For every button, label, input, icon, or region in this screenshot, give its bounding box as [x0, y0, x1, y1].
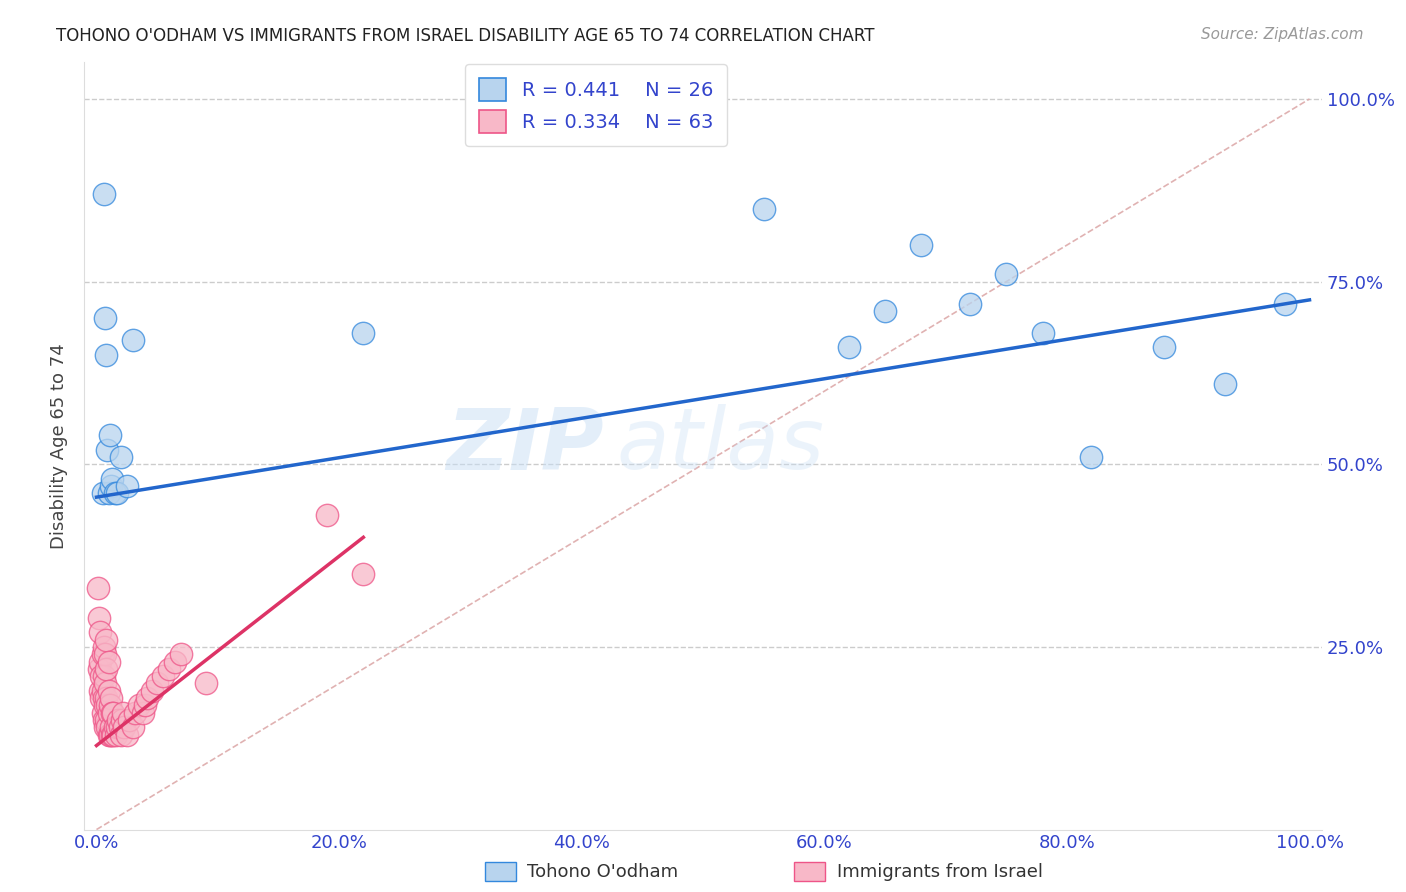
Point	[89, 683, 111, 698]
Point	[959, 296, 981, 310]
Point	[111, 713, 134, 727]
Point	[112, 720, 135, 734]
Point	[146, 676, 169, 690]
Point	[131, 706, 153, 720]
Point	[1080, 450, 1102, 464]
Point	[110, 450, 132, 464]
Text: Immigrants from Israel: Immigrants from Israel	[837, 863, 1043, 881]
Point	[170, 647, 193, 661]
Point	[110, 728, 132, 742]
Point	[157, 662, 180, 676]
Point	[94, 311, 117, 326]
Point	[1032, 326, 1054, 340]
Point	[94, 720, 117, 734]
Point	[910, 238, 932, 252]
Point	[91, 706, 114, 720]
Point	[100, 691, 122, 706]
Point	[96, 713, 118, 727]
Point	[112, 706, 135, 720]
Point	[873, 303, 896, 318]
Point	[100, 720, 122, 734]
Point	[101, 706, 124, 720]
Point	[91, 647, 114, 661]
Point	[97, 655, 120, 669]
Point	[105, 486, 128, 500]
Point	[134, 698, 156, 713]
Point	[1153, 340, 1175, 354]
Point	[115, 728, 138, 742]
Point	[103, 728, 125, 742]
Point	[136, 691, 159, 706]
Point	[96, 662, 118, 676]
Point	[108, 720, 131, 734]
Point	[89, 655, 111, 669]
Point	[1274, 296, 1296, 310]
Point	[93, 669, 115, 683]
Point	[838, 340, 860, 354]
Point	[995, 268, 1018, 282]
Point	[97, 486, 120, 500]
Point	[122, 333, 145, 347]
Point	[93, 691, 115, 706]
Point	[101, 472, 124, 486]
Legend: R = 0.441    N = 26, R = 0.334    N = 63: R = 0.441 N = 26, R = 0.334 N = 63	[465, 64, 727, 146]
Point	[352, 566, 374, 581]
Point	[97, 728, 120, 742]
Point	[86, 582, 108, 596]
Point	[94, 698, 117, 713]
Point	[97, 683, 120, 698]
Point	[91, 683, 114, 698]
Point	[96, 348, 118, 362]
Point	[103, 706, 125, 720]
Point	[90, 669, 112, 683]
Point	[104, 486, 127, 500]
Point	[93, 640, 115, 654]
Point	[752, 202, 775, 216]
Point	[1213, 376, 1236, 391]
Point	[93, 186, 115, 201]
Point	[104, 728, 127, 742]
Point	[96, 442, 118, 457]
Point	[194, 676, 217, 690]
Point	[115, 479, 138, 493]
Point	[122, 720, 145, 734]
Point	[94, 647, 117, 661]
Text: atlas: atlas	[616, 404, 824, 488]
Point	[128, 698, 150, 713]
Point	[87, 610, 110, 624]
Point	[96, 720, 118, 734]
Point	[89, 625, 111, 640]
Text: TOHONO O'ODHAM VS IMMIGRANTS FROM ISRAEL DISABILITY AGE 65 TO 74 CORRELATION CHA: TOHONO O'ODHAM VS IMMIGRANTS FROM ISRAEL…	[56, 27, 875, 45]
Point	[87, 662, 110, 676]
Point	[96, 632, 118, 647]
Y-axis label: Disability Age 65 to 74: Disability Age 65 to 74	[51, 343, 69, 549]
Point	[96, 698, 118, 713]
Text: Source: ZipAtlas.com: Source: ZipAtlas.com	[1201, 27, 1364, 42]
Point	[100, 479, 122, 493]
Text: Tohono O'odham: Tohono O'odham	[527, 863, 678, 881]
Point	[118, 713, 141, 727]
Point	[107, 713, 129, 727]
Point	[124, 706, 146, 720]
Point	[105, 720, 128, 734]
Point	[97, 706, 120, 720]
Point	[91, 486, 114, 500]
Point	[141, 683, 163, 698]
Point	[101, 728, 124, 742]
Point	[152, 669, 174, 683]
Point	[98, 698, 121, 713]
Point	[94, 676, 117, 690]
Point	[165, 655, 187, 669]
Point	[96, 691, 118, 706]
Point	[98, 728, 121, 742]
Point	[104, 720, 127, 734]
Point	[93, 713, 115, 727]
Point	[316, 508, 339, 523]
Point	[98, 428, 121, 442]
Point	[352, 326, 374, 340]
Text: ZIP: ZIP	[446, 404, 605, 488]
Point	[90, 691, 112, 706]
